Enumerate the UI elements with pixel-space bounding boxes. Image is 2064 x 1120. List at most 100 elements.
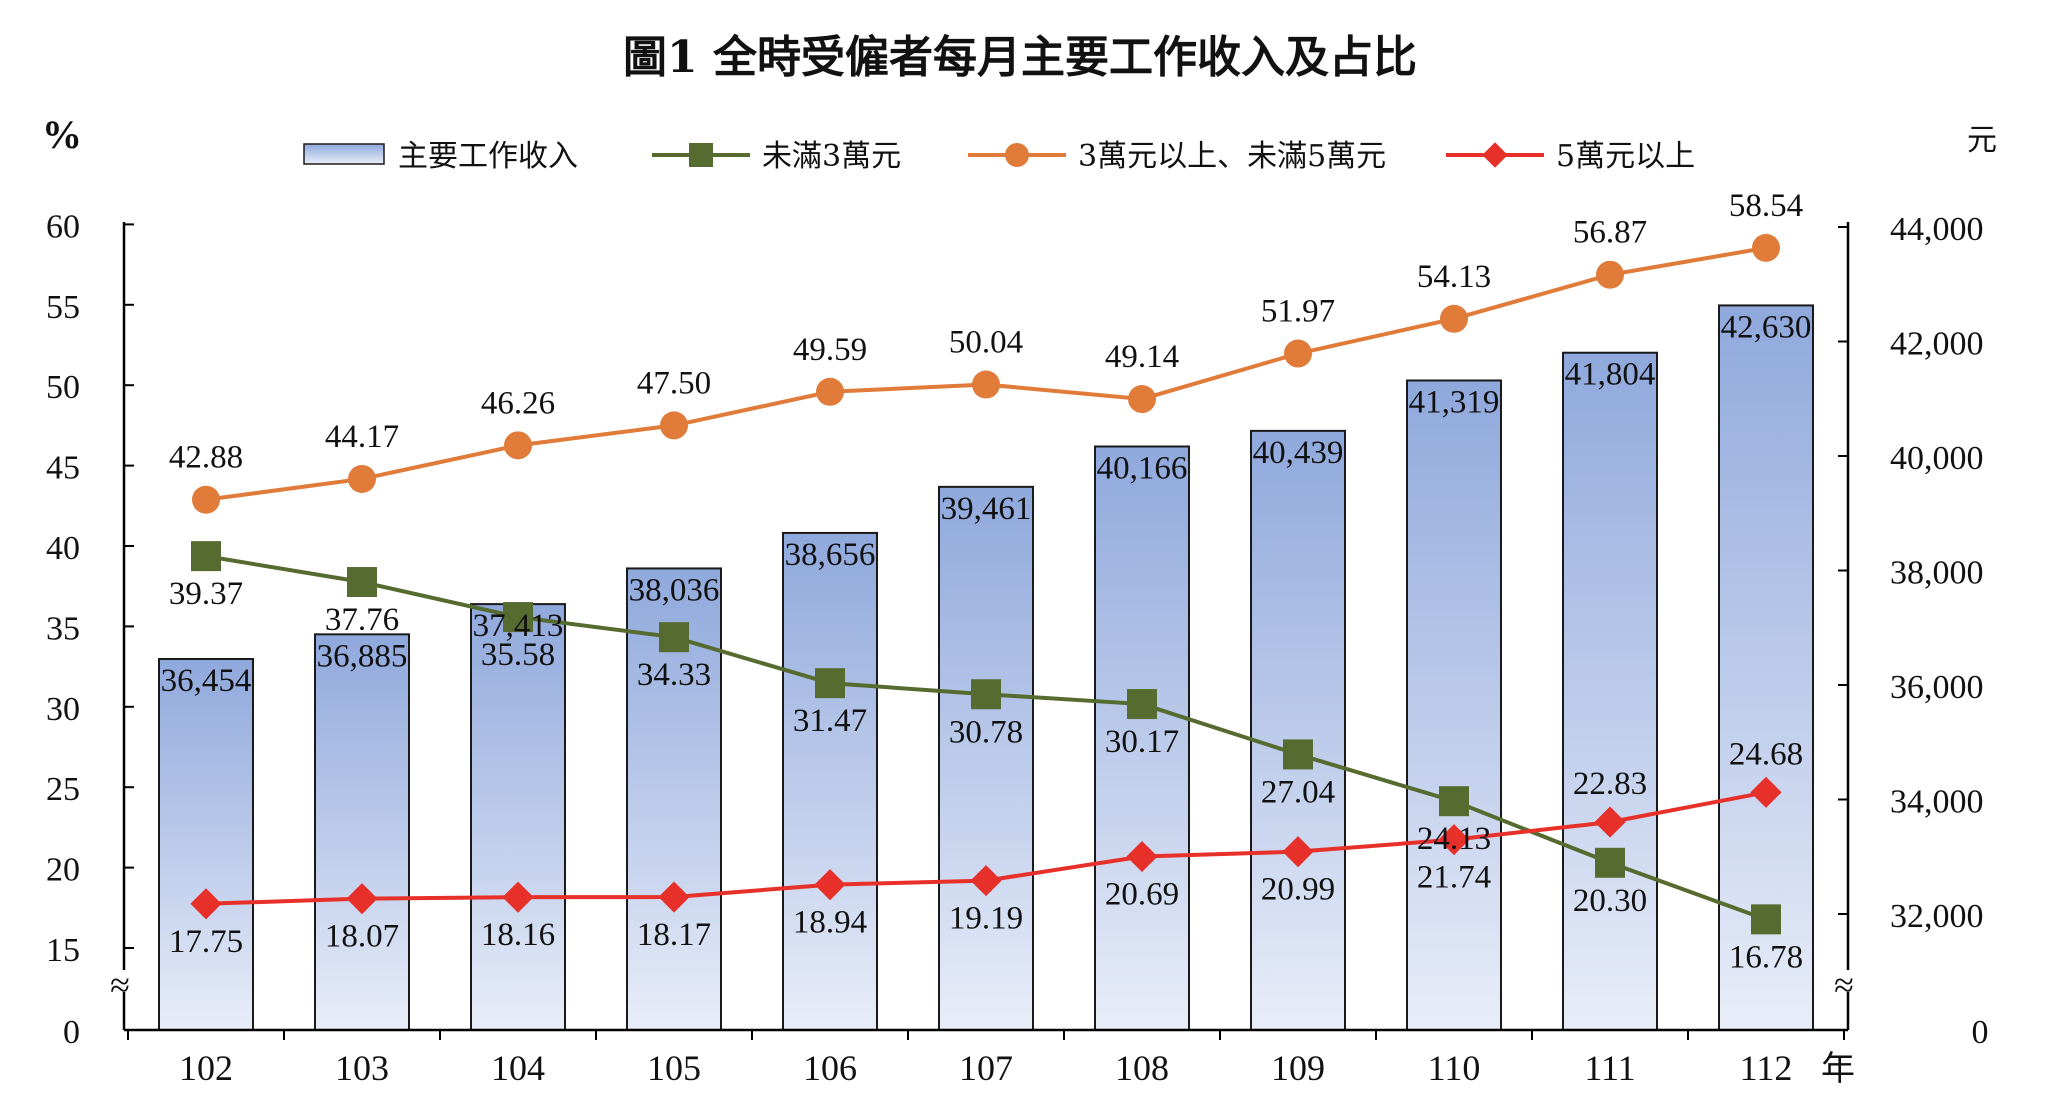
bar-label-105: 38,036 — [629, 572, 720, 608]
bar-label-109: 40,439 — [1253, 435, 1344, 471]
x-tick-label-104: 104 — [491, 1048, 545, 1088]
bar-label-103: 36,885 — [317, 638, 408, 674]
series-3-marker-103 — [346, 883, 378, 915]
series-3-label-102: 17.75 — [169, 924, 243, 960]
bar-104 — [470, 603, 566, 1032]
series-2-label-104: 46.26 — [481, 385, 555, 421]
series-3-label-110: 21.74 — [1417, 860, 1491, 896]
left-tick-label: 35 — [46, 610, 80, 647]
legend-series-3-label: 5萬元以上 — [1556, 139, 1695, 174]
legend-series-2-label: 3萬元以上、未滿5萬元 — [1078, 139, 1386, 174]
series-2-marker-105 — [660, 411, 688, 440]
bar-106 — [782, 531, 878, 1031]
left-axis-break-gap — [112, 970, 136, 992]
right-axis-break-symbol: ≈ — [1834, 965, 1854, 1005]
series-2-marker-110 — [1440, 304, 1468, 333]
series-1-label-105: 34.33 — [637, 657, 711, 693]
series-1-label-108: 30.17 — [1105, 724, 1179, 760]
series-1-label-103: 37.76 — [325, 602, 399, 638]
bar-107 — [938, 485, 1034, 1032]
series-3-label-106: 18.94 — [793, 905, 867, 941]
series-1-label-102: 39.37 — [169, 576, 243, 612]
legend-series-2-marker — [1005, 143, 1029, 167]
series-2-label-109: 51.97 — [1261, 294, 1335, 330]
series-2-marker-112 — [1752, 233, 1780, 262]
right-axis-unit: 元 — [1967, 123, 1997, 158]
series-1-marker-109 — [1283, 739, 1313, 770]
series-1-marker-105 — [659, 622, 689, 653]
series-2-marker-111 — [1596, 260, 1624, 289]
series-1-label-106: 31.47 — [793, 703, 867, 739]
right-tick-label: 40,000 — [1890, 440, 1984, 477]
x-tick-label-106: 106 — [803, 1048, 857, 1088]
x-tick-label-107: 107 — [959, 1048, 1013, 1088]
left-tick-label: 15 — [46, 932, 80, 969]
series-2-label-110: 54.13 — [1417, 259, 1491, 295]
bar-102 — [158, 658, 254, 1031]
right-tick-label: 38,000 — [1890, 555, 1984, 592]
series-1-label-112: 16.78 — [1729, 939, 1803, 975]
bar-label-108: 40,166 — [1097, 450, 1188, 486]
bar-label-112: 42,630 — [1721, 309, 1812, 345]
bar-110 — [1406, 379, 1502, 1031]
series-2-marker-107 — [972, 370, 1000, 399]
series-1-marker-111 — [1595, 847, 1625, 878]
series-2-label-103: 44.17 — [325, 419, 399, 455]
series-1-marker-106 — [815, 668, 845, 699]
series-3-label-112: 24.68 — [1729, 736, 1803, 772]
bar-label-110: 41,319 — [1409, 384, 1500, 420]
bar-103 — [314, 633, 410, 1031]
legend-bar-label: 主要工作收入 — [398, 139, 578, 174]
series-1-marker-102 — [191, 541, 221, 572]
left-tick-label: 55 — [46, 289, 80, 326]
series-3-label-104: 18.16 — [481, 917, 555, 953]
series-3-label-108: 20.69 — [1105, 877, 1179, 913]
series-2-marker-109 — [1284, 339, 1312, 368]
bar-111 — [1562, 351, 1658, 1031]
series-2-label-112: 58.54 — [1729, 188, 1803, 224]
bar-label-106: 38,656 — [785, 537, 876, 573]
bar-label-102: 36,454 — [161, 663, 252, 699]
left-tick-label: 25 — [46, 771, 80, 808]
series-2-marker-102 — [192, 485, 220, 514]
series-2-marker-104 — [504, 431, 532, 460]
x-tick-label-105: 105 — [647, 1048, 701, 1088]
series-3-label-105: 18.17 — [637, 917, 711, 953]
left-tick-label: 45 — [46, 450, 80, 487]
right-axis-break-gap — [1836, 970, 1860, 992]
series-2-label-105: 47.50 — [637, 365, 711, 401]
series-2-marker-108 — [1128, 385, 1156, 414]
legend: 主要工作收入 未滿3萬元 3萬元以上、未滿5萬元 5萬元以上 — [303, 139, 1695, 174]
x-tick-label-110: 110 — [1428, 1048, 1481, 1088]
bar-label-107: 39,461 — [941, 491, 1032, 527]
series-1-marker-110 — [1439, 786, 1469, 817]
legend-bar-swatch — [303, 143, 385, 165]
right-tick-label: 32,000 — [1890, 898, 1984, 935]
right-tick-label: 42,000 — [1890, 326, 1984, 363]
left-tick-label: 0 — [63, 1014, 80, 1051]
series-2-label-111: 56.87 — [1573, 215, 1647, 251]
series-3-label-109: 20.99 — [1261, 872, 1335, 908]
x-tick-label-102: 102 — [179, 1048, 233, 1088]
legend-series-1-marker — [689, 143, 713, 167]
x-tick-label-111: 111 — [1584, 1048, 1635, 1088]
right-tick-label: 0 — [1972, 1014, 1989, 1051]
series-2-marker-106 — [816, 377, 844, 406]
series-3-label-103: 18.07 — [325, 919, 399, 955]
left-tick-label: 60 — [46, 208, 80, 245]
series-3-label-111: 22.83 — [1573, 766, 1647, 802]
left-tick-label: 20 — [46, 852, 80, 889]
bar-series — [158, 304, 1814, 1032]
series-1-marker-103 — [347, 567, 377, 598]
series-1-label-107: 30.78 — [949, 714, 1023, 750]
legend-series-3-marker — [1482, 142, 1508, 168]
bar-109 — [1250, 429, 1346, 1031]
series-1-marker-108 — [1127, 689, 1157, 720]
bar-label-111: 41,804 — [1565, 357, 1656, 393]
series-2-marker-103 — [348, 464, 376, 493]
series-1-marker-104 — [503, 602, 533, 633]
series-1-label-109: 27.04 — [1261, 774, 1335, 810]
left-tick-label: 50 — [46, 369, 80, 406]
series-3-label-107: 19.19 — [949, 901, 1023, 937]
